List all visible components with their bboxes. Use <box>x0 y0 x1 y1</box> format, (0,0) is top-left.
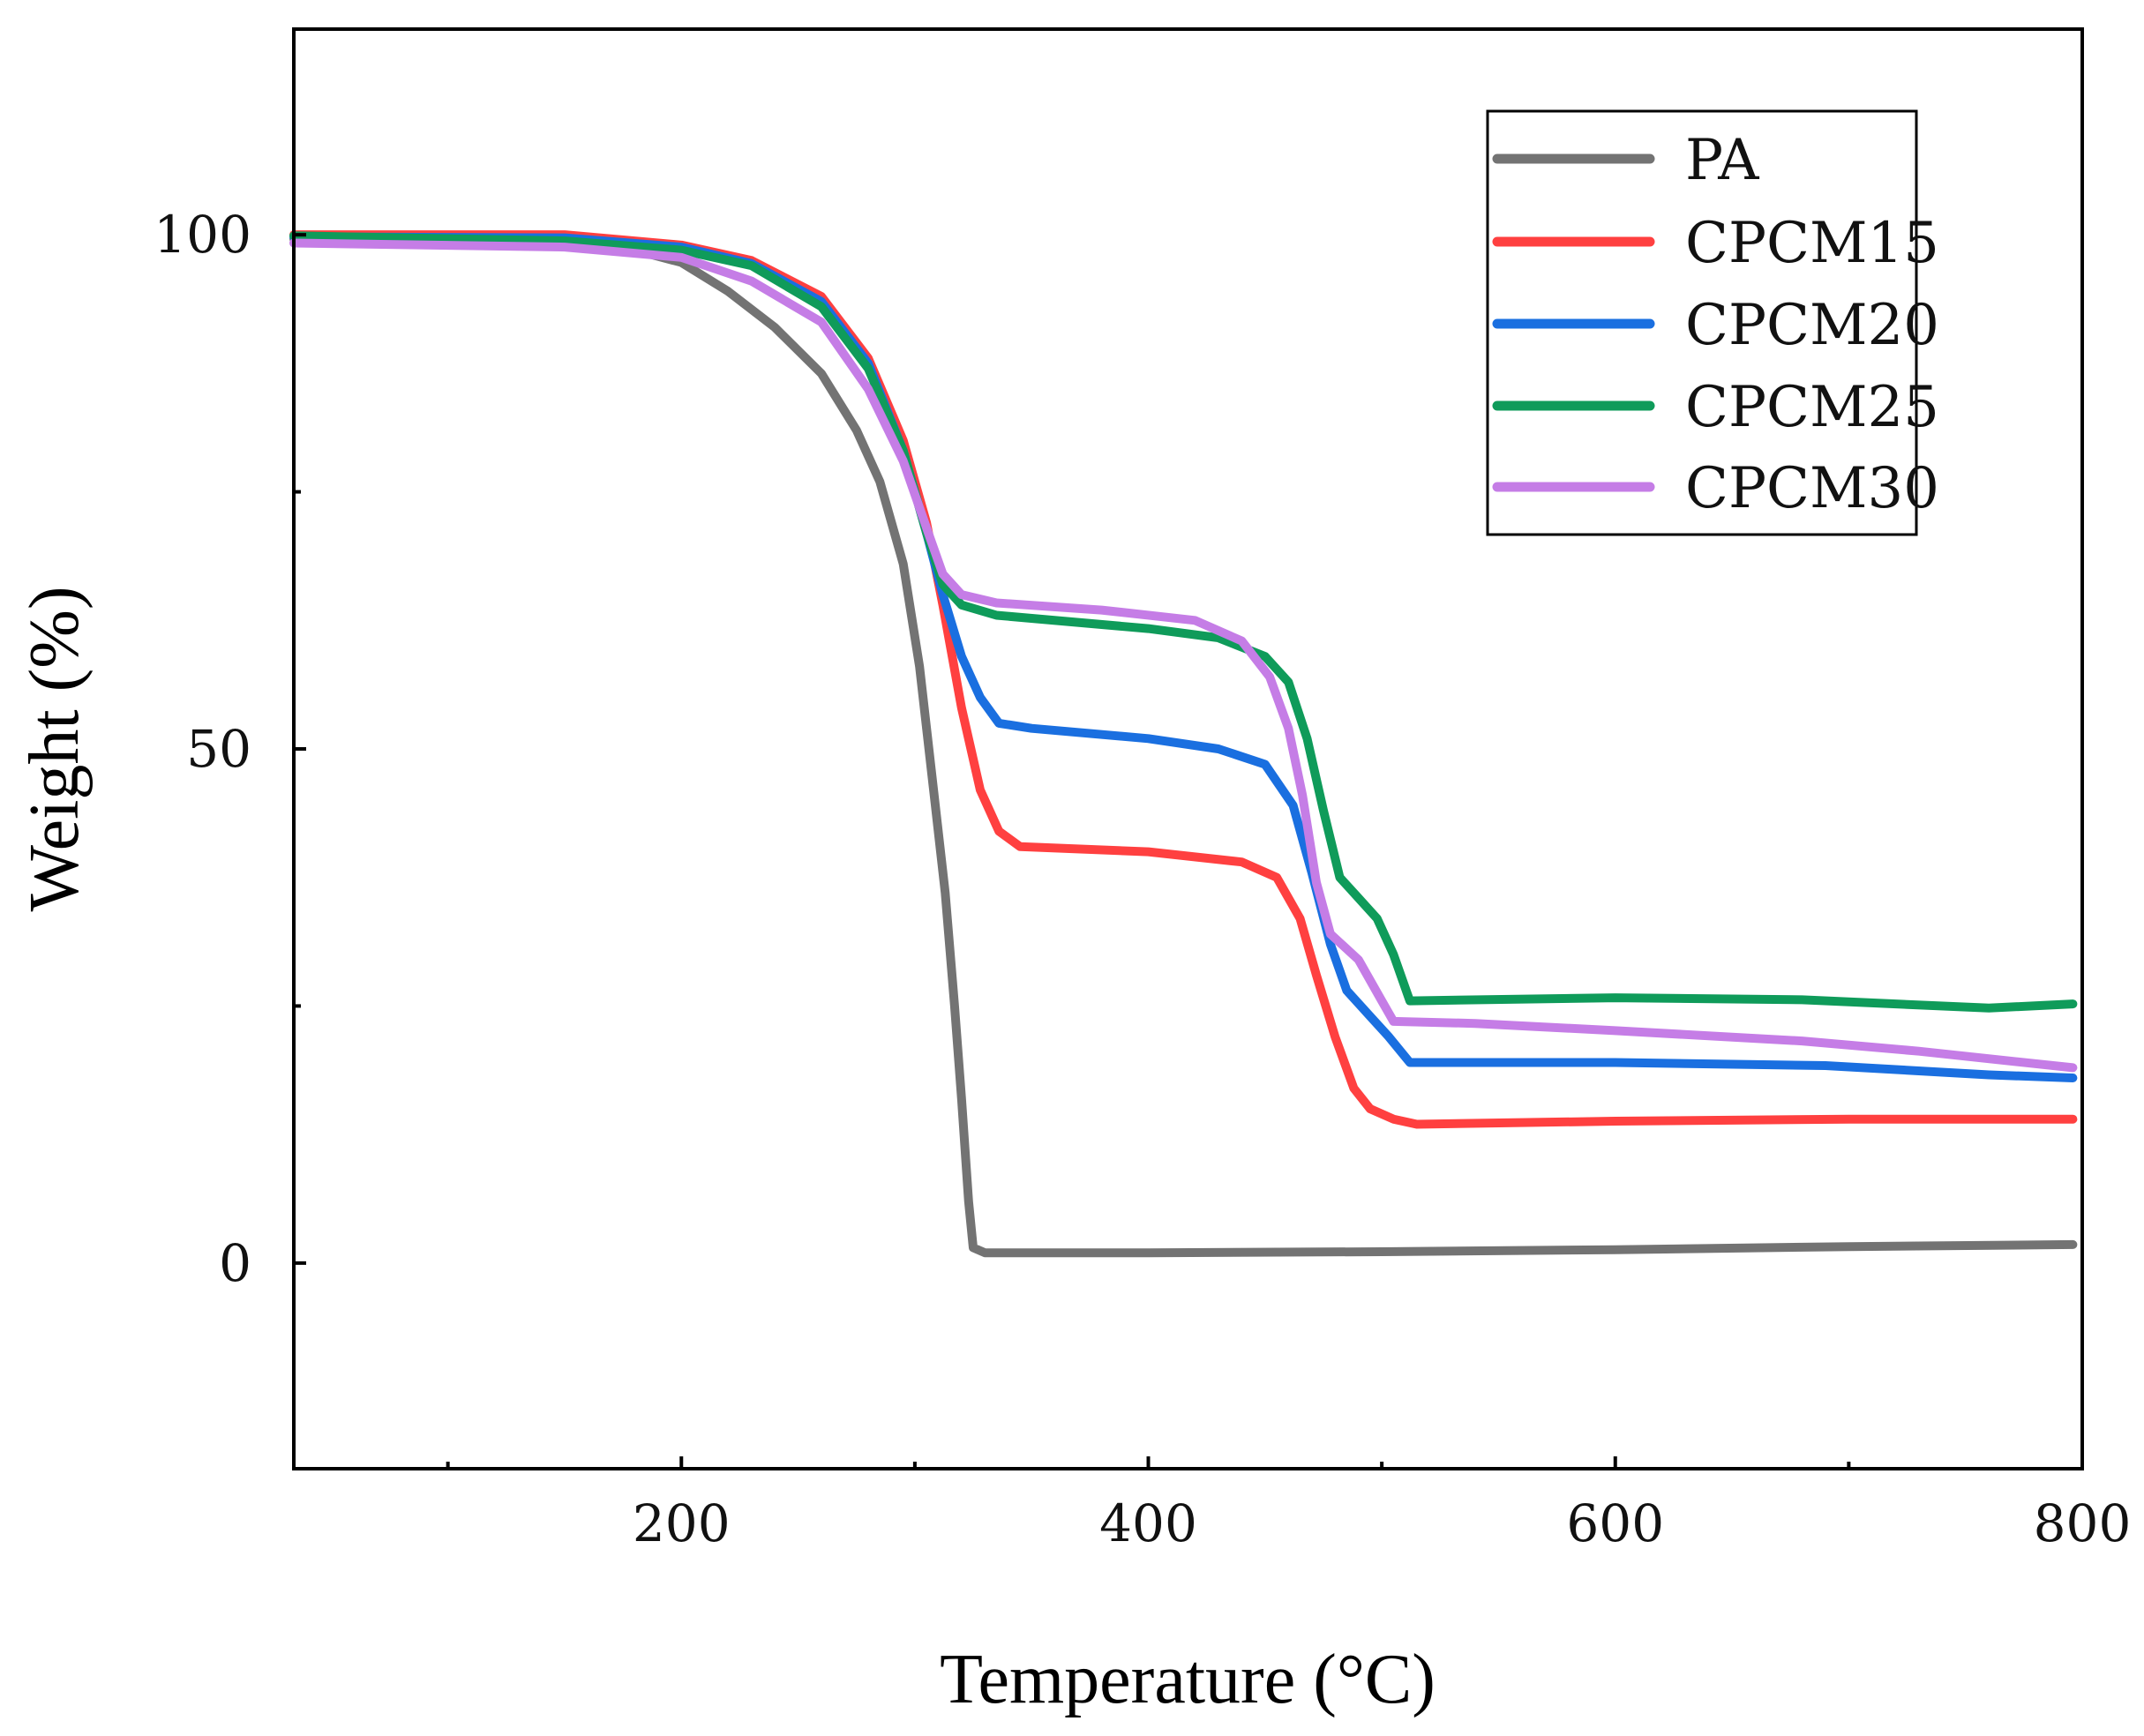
ticks-layer: 200 400 600 800 0 50 100 <box>154 205 2131 1553</box>
legend-label-cpcm25: CPCM25 <box>1685 375 1939 440</box>
legend-label-cpcm30: CPCM30 <box>1685 456 1939 521</box>
series-line-cpcm30 <box>289 238 2078 1073</box>
y-tick-label: 50 <box>186 719 251 779</box>
legend: PA CPCM15 CPCM20 CPCM25 CPCM30 <box>1486 109 1939 536</box>
x-tick-label: 400 <box>1099 1493 1197 1553</box>
x-tick-label: 600 <box>1566 1493 1664 1553</box>
x-tick-label: 200 <box>633 1493 731 1553</box>
y-tick-label: 0 <box>219 1233 251 1293</box>
x-axis-title: Temperature (°C) <box>940 1641 1436 1718</box>
series-layer <box>289 230 2078 1258</box>
legend-label-pa: PA <box>1685 128 1759 193</box>
y-tick-label: 100 <box>154 205 251 265</box>
y-axis-title: Weight (%) <box>16 587 94 912</box>
legend-label-cpcm15: CPCM15 <box>1685 211 1939 276</box>
x-tick-label: 800 <box>2034 1493 2132 1553</box>
legend-label-cpcm20: CPCM20 <box>1685 293 1939 358</box>
